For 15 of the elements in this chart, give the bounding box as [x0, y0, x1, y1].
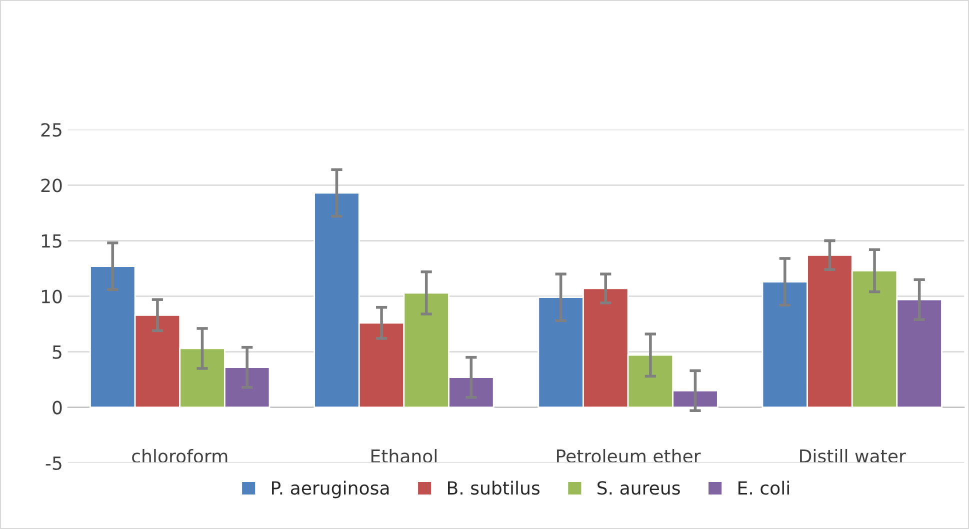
y-tick-label: 20: [41, 178, 62, 192]
y-tick-label: 15: [42, 234, 62, 248]
y-tick-label: 25: [41, 123, 62, 137]
x-tick-label: Distill water: [800, 448, 906, 463]
x-tick-label: Petroleum ether: [557, 448, 701, 463]
legend-label: B. subtilus: [448, 480, 540, 495]
y-tick-label: 0: [52, 400, 62, 414]
x-tick-label: chloroform: [132, 448, 228, 463]
y-tick-label: 10: [42, 290, 62, 304]
legend-label: P. aeruginosa: [272, 480, 389, 498]
legend-label: S. aureus: [598, 481, 680, 495]
legend-label: E. coli: [738, 480, 789, 495]
x-tick-label: Ethanol: [371, 448, 437, 463]
y-tick-label: 5: [52, 345, 62, 359]
y-tick-label: -5: [46, 456, 62, 470]
